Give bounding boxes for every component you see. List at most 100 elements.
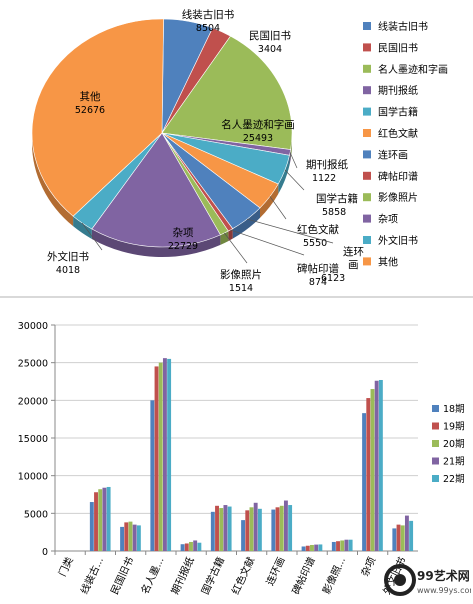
bar (340, 540, 345, 551)
pie-label-text: 国学古籍 (316, 192, 358, 205)
bar-gridlines (55, 324, 418, 552)
pie-legend-item: 外文旧书 (363, 234, 418, 247)
bar (215, 505, 219, 551)
legend-label: 18期 (443, 404, 465, 415)
pie-label-1: 民国旧书 3404 (249, 30, 291, 55)
pie-data-labels: 线装古旧书8504民国旧书3404名人墨迹和字画25493期刊报纸1122国学古… (47, 8, 364, 294)
pie-label-10: 外文旧书 4018 (47, 222, 103, 276)
pie-label-text: 期刊报纸 (306, 158, 348, 171)
legend-swatch (432, 457, 439, 465)
pie-label-4: 国学古籍 5858 (284, 169, 358, 218)
pie-label-8: 影像照片 1514 (220, 232, 262, 294)
pie-label-7: 碑帖印谱 874 (230, 229, 339, 288)
pie-value-label: 22729 (168, 241, 198, 252)
pie-value-label: 1122 (312, 173, 336, 184)
x-tick-label: 连环画 (263, 555, 287, 588)
bar (279, 505, 284, 551)
bar (336, 541, 340, 551)
pie-wall-9 (91, 228, 221, 257)
pie-label-text: 杂项 (173, 227, 194, 239)
legend-label: 21期 (443, 457, 465, 468)
pie-chart: 线装古旧书8504民国旧书3404名人墨迹和字画25493期刊报纸1122国学古… (31, 8, 448, 294)
bar (257, 508, 262, 551)
pie-legend-item: 影像照片 (363, 191, 418, 204)
legend-label: 碑帖印谱 (378, 170, 418, 183)
pie-value-label: 6123 (321, 273, 345, 284)
legend-label: 连环画 (378, 148, 408, 161)
x-tick-label: 期刊报纸 (168, 555, 197, 597)
pie-wall-6 (232, 207, 260, 239)
bar (106, 486, 111, 551)
pie-leader-line-5 (269, 196, 287, 220)
pie-label-text: 影像照片 (220, 268, 262, 281)
pie-legend-item: 连环画 (363, 148, 408, 161)
pie-legend-item: 名人墨迹和字画 (363, 63, 448, 76)
bar (154, 366, 159, 551)
pie-wall-10 (73, 216, 92, 239)
bar-legend-item: 19期 (432, 422, 465, 433)
bar-legend-item: 21期 (432, 457, 465, 468)
legend-swatch (363, 64, 371, 73)
legend-swatch (363, 257, 371, 266)
legend-swatch (432, 422, 439, 430)
pie-value-label: 8504 (196, 23, 220, 34)
pie-label-text: 画 (348, 259, 359, 271)
pie-label-text: 其他 (80, 90, 101, 103)
legend-label: 其他 (378, 255, 398, 268)
legend-label: 名人墨迹和字画 (378, 63, 448, 76)
pie-label-text: 连环 (343, 245, 364, 258)
pie-slice-9 (91, 132, 221, 248)
legend-swatch (363, 214, 371, 223)
legend-swatch (363, 86, 371, 95)
legend-swatch (432, 440, 439, 447)
pie-value-label: 874 (309, 277, 327, 288)
pie-value-label: 1514 (229, 283, 253, 294)
legend-label: 杂项 (378, 214, 398, 226)
legend-label: 民国旧书 (378, 42, 418, 54)
bar (241, 520, 246, 551)
legend-label: 红色文献 (378, 127, 418, 140)
legend-swatch (363, 107, 371, 116)
bar (374, 380, 379, 551)
bar-chart-panel: 0 5000 10000 15000 20000 25000 30000 门类 线装古... 民国… (0, 300, 473, 600)
pie-leader-line-4 (284, 169, 305, 191)
bar (94, 492, 98, 551)
bar (158, 362, 163, 551)
bar (344, 539, 349, 551)
x-tick-label: 名人墨... (138, 555, 166, 596)
bar (150, 400, 155, 551)
bar-marks (89, 358, 414, 551)
bar (102, 487, 107, 551)
bar (136, 525, 141, 551)
legend-label: 国学古籍 (378, 106, 418, 119)
bar (396, 524, 401, 551)
y-tick-label: 25000 (18, 359, 48, 370)
watermark-url: www.99ys.com (417, 586, 471, 595)
bar (283, 500, 288, 551)
pie-wall-5 (259, 184, 279, 218)
pie-value-label: 25493 (243, 133, 273, 144)
pie-legend: 线装古旧书民国旧书名人墨迹和字画期刊报纸国学古籍红色文献连环画碑帖印谱影像照片杂… (363, 20, 448, 268)
pie-leader-line-6 (247, 218, 334, 244)
bar (197, 542, 202, 551)
x-tick-label: 国学古籍 (198, 555, 227, 597)
pie-chart-panel: 线装古旧书 8504 民国旧书 3404 名人墨迹和字画 25493 期刊报纸 1122 国学古… (0, 0, 473, 300)
bar (310, 544, 314, 551)
bar-legend-item: 22期 (432, 474, 465, 485)
x-tick-label: 影像照... (321, 555, 349, 596)
legend-label: 22期 (443, 474, 465, 485)
pie-legend-item: 线装古旧书 (363, 20, 428, 33)
pie-label-text: 碑帖印谱 (297, 262, 339, 275)
pie-wall-4 (278, 155, 290, 195)
pie-value-label: 4018 (56, 265, 80, 276)
bar (120, 526, 125, 551)
legend-label: 线装古旧书 (378, 20, 428, 33)
x-tick-label: 杂项 (359, 555, 378, 578)
pie-value-label: 5858 (322, 207, 346, 218)
pie-slice-11 (31, 18, 164, 217)
bar-x-axis: 门类 线装古... 民国旧书 名人墨... 期刊报纸 国学古籍 红色文献 连环画 碑帖印谱 影像照… (54, 551, 409, 597)
pie-label-text: 线装古旧书 (182, 8, 235, 21)
pie-value-label: 3404 (258, 44, 282, 55)
bar (348, 539, 353, 551)
bar (98, 489, 103, 551)
